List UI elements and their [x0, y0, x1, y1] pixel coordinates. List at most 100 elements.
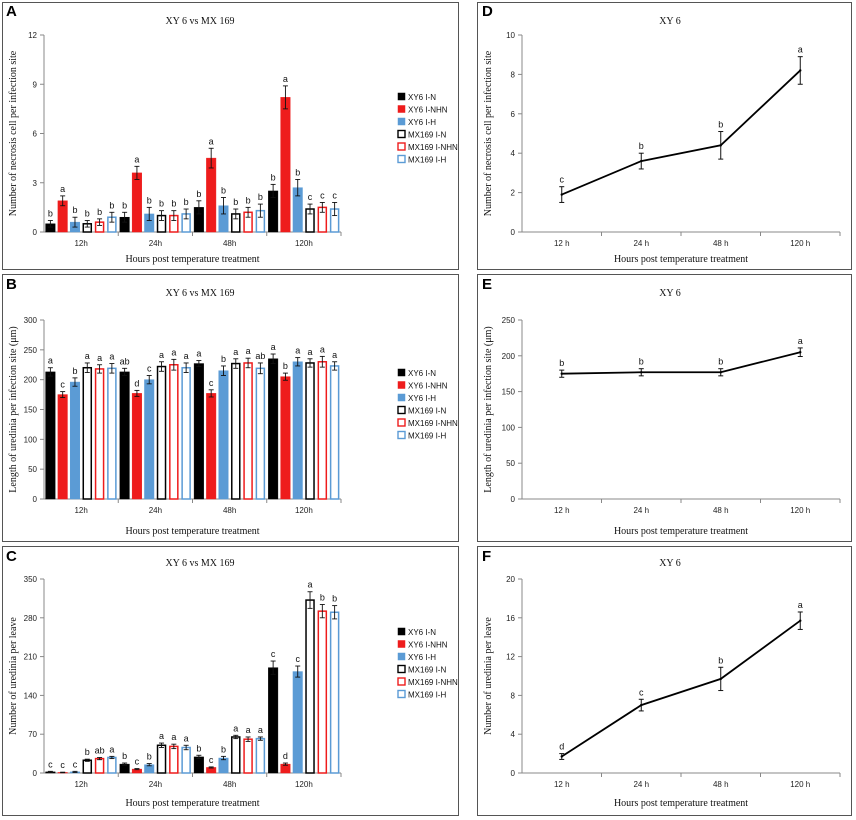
panel-f-ytick-label: 20: [506, 575, 515, 584]
panel-c-ylabel: Number of uredinia per leave: [8, 617, 19, 735]
panel-c-significance-letter: c: [209, 755, 214, 765]
panel-b-ytick-label: 250: [24, 346, 38, 355]
panel-b-bar: [107, 367, 117, 500]
panel-c-legend-swatch: [397, 627, 406, 636]
panel-c-significance-letter: a: [109, 744, 114, 754]
panel-c: [2, 546, 459, 816]
panel-a-ylabel: Number of necrosis cell per infection si…: [8, 50, 19, 216]
panel-f-ylabel: Number of uredinia per leave: [483, 617, 494, 735]
panel-d-point: [560, 193, 563, 196]
panel-c-xtick-label: 12h: [74, 780, 87, 789]
panel-c-ytick-label: 350: [24, 575, 38, 584]
panel-c-bar: [329, 611, 340, 774]
panel-b-bar: [169, 364, 179, 500]
panel-c-significance-letter: c: [60, 760, 65, 770]
panel-d-significance-letter: c: [560, 175, 565, 185]
panel-a-legend-label: MX169 I-N: [408, 131, 446, 140]
panel-b-bar: [218, 370, 229, 500]
panel-e-ytick-label: 0: [511, 495, 516, 504]
panel-c-significance-letter: a: [159, 731, 164, 741]
panel-a-legend-label: MX169 I-NHN: [408, 143, 458, 152]
panel-b-bar: [94, 368, 105, 500]
panel-f-significance-letter: d: [559, 742, 564, 752]
panel-a-xtick-label: 120h: [295, 239, 313, 248]
panel-e-xtick-label: 48 h: [713, 506, 729, 515]
panel-a-legend-swatch: [397, 117, 406, 126]
panel-c-bar: [94, 757, 105, 774]
panel-b-significance-letter: a: [85, 351, 90, 361]
panel-c-bar: [181, 746, 191, 774]
panel-a-significance-letter: a: [134, 154, 139, 164]
panel-c-significance-letter: a: [233, 723, 238, 733]
panel-a-bar: [280, 97, 291, 233]
panel-e-ylabel: Length of uredinia per infection site (μ…: [483, 326, 494, 492]
panel-b-xtick-label: 24h: [149, 506, 162, 515]
panel-c-bar: [317, 610, 328, 774]
panel-a-significance-letter: b: [196, 189, 201, 199]
panel-d-ytick-label: 2: [511, 189, 516, 198]
panel-f-point: [799, 619, 802, 622]
panel-a-title: XY 6 vs MX 169: [165, 16, 234, 27]
panel-b-axes: 0 50 100 150 200 250 300 XY 6 vs MX 169 Hours po…: [8, 288, 341, 537]
panel-a-legend: XY6 I-N XY6 I-NHN XY6 I-H MX169 I-N MX169 I-…: [397, 92, 458, 165]
panel-c-xtick-label: 48h: [223, 780, 236, 789]
panel-c-legend-swatch: [397, 677, 406, 686]
panel-b-significance-letter: d: [134, 378, 139, 388]
panel-c-significance-letter: c: [48, 759, 53, 769]
panel-a-significance-letter: c: [308, 192, 313, 202]
panel-c-bar: [292, 671, 303, 774]
panel-b-bar: [255, 367, 266, 500]
panel-a-significance-letter: b: [184, 197, 189, 207]
panel-d-ytick-label: 6: [511, 110, 516, 119]
panel-d-ytick-label: 8: [511, 70, 516, 79]
panel-e-xtick-label: 12 h: [554, 506, 570, 515]
panel-a-legend-swatch: [397, 92, 406, 101]
panel-letter-b: B: [6, 276, 17, 293]
panel-b-ytick-label: 0: [33, 495, 38, 504]
panel-c-significance-letter: b: [221, 744, 226, 754]
panel-a-significance-letter: b: [171, 199, 176, 209]
panel-b-ytick-label: 150: [24, 406, 38, 415]
panel-b-significance-letter: c: [147, 363, 152, 373]
panel-b-significance-letter: a: [159, 350, 164, 360]
panel-a-significance-letter: b: [295, 167, 300, 177]
panel-e-significance-letter: b: [639, 357, 644, 367]
panel-b-bar: [156, 365, 167, 500]
panel-d-axes: 0 2 4 6 8 10 XY 6 Hours post temperature treatm…: [483, 16, 840, 265]
panel-a-significance-letter: b: [233, 197, 238, 207]
panel-b-significance-letter: b: [221, 354, 226, 364]
panel-b-significance-letter: a: [332, 350, 337, 360]
panel-f-xtick-label: 24 h: [633, 780, 649, 789]
panel-f-significance-letter: c: [639, 687, 644, 697]
panel-f-xtick-label: 12 h: [554, 780, 570, 789]
panel-d-xtick-label: 120 h: [790, 239, 810, 248]
panel-e-xlabel: Hours post temperature treatment: [614, 526, 748, 537]
panel-b-significance-letter: b: [72, 366, 77, 376]
panel-c-bar: [169, 745, 179, 774]
panel-c-bar: [268, 667, 279, 774]
panel-c-significance-letter: c: [271, 649, 276, 659]
panel-b-bar: [45, 371, 56, 500]
panel-f-ytick-label: 12: [506, 653, 515, 662]
panel-b-significance-letter: a: [246, 346, 251, 356]
panel-d-xlabel: Hours post temperature treatment: [614, 254, 748, 265]
panel-e-ytick-label: 250: [502, 316, 516, 325]
panel-d-significance-letter: a: [798, 45, 803, 55]
panel-a-legend-swatch: [397, 105, 406, 113]
panel-e-point: [560, 372, 563, 375]
panel-b-significance-letter: a: [295, 346, 300, 356]
panel-e-significance-letter: b: [559, 358, 564, 368]
panel-b-significance-letter: c: [209, 378, 214, 388]
panel-a-significance-letter: c: [332, 190, 337, 200]
panel-a-legend-label: XY6 I-H: [408, 118, 436, 127]
panel-f-ytick-label: 8: [511, 691, 516, 700]
panel-b-bar: [329, 365, 340, 500]
panel-b-legend-label: XY6 I-H: [408, 394, 436, 403]
panel-c-significance-letter: b: [332, 594, 337, 604]
panel-b-legend-swatch: [397, 381, 406, 389]
panel-a-significance-letter: a: [283, 74, 288, 84]
panel-d-title: XY 6: [659, 16, 681, 27]
panel-a-ytick-label: 12: [28, 31, 37, 40]
